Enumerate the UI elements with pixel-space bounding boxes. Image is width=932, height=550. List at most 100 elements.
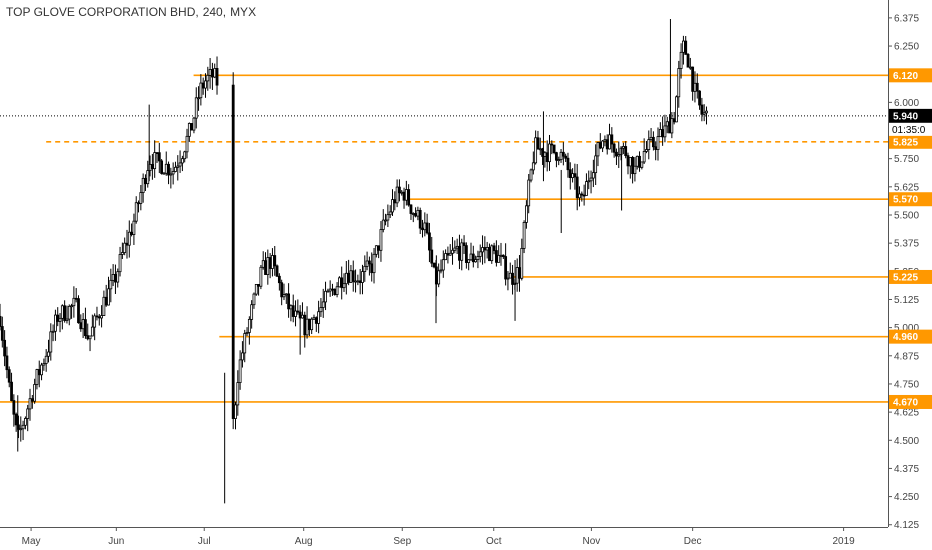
- candle-body: [515, 267, 519, 284]
- candle-body: [37, 369, 41, 376]
- candle-body: [3, 339, 7, 357]
- candle-body: [508, 272, 512, 279]
- y-tick-label: 6.250: [894, 42, 919, 53]
- support-resistance-lines: [0, 74, 888, 403]
- candle-body: [358, 280, 362, 283]
- candle-body: [428, 232, 431, 251]
- candle-body: [236, 382, 240, 406]
- candle-body: [84, 319, 87, 337]
- candle-body: [169, 173, 173, 176]
- candle-body: [448, 252, 452, 256]
- candle-body: [432, 262, 436, 268]
- x-tick-label: Aug: [295, 536, 313, 547]
- time-axis[interactable]: May Jun Jul Aug Sep Oct Nov Dec 2019: [0, 527, 888, 547]
- candle-body: [114, 274, 117, 283]
- y-tick-label: 4.375: [894, 464, 919, 475]
- candle-body: [520, 248, 524, 279]
- candle-body: [499, 254, 503, 257]
- candle-body: [464, 245, 468, 263]
- level-price-tag: [889, 192, 932, 207]
- candle-body: [307, 318, 311, 331]
- candle-body: [190, 123, 194, 131]
- candle-body: [407, 189, 411, 206]
- candle-body: [601, 140, 604, 149]
- candle-body: [88, 335, 92, 340]
- candle-body: [180, 158, 184, 164]
- candle-body: [425, 222, 429, 234]
- level-price-tag: [889, 329, 932, 344]
- candle-body: [199, 82, 203, 99]
- candle-body: [141, 177, 145, 193]
- candlestick-series: [0, 19, 708, 504]
- y-tick-label: 4.500: [894, 436, 919, 447]
- candle-body: [231, 84, 235, 419]
- candle-body: [74, 297, 78, 300]
- candle-body: [324, 290, 327, 303]
- candle-body: [321, 301, 325, 308]
- candle-body: [356, 280, 360, 283]
- candle-body: [661, 129, 665, 138]
- candle-body: [682, 40, 685, 53]
- candle-body: [67, 305, 71, 320]
- candle-body: [377, 245, 381, 251]
- candle-body: [118, 254, 122, 273]
- candle-body: [393, 199, 397, 204]
- candle-body: [453, 247, 457, 251]
- candle-body: [51, 330, 55, 333]
- candle-body: [446, 253, 450, 256]
- candle-body: [370, 263, 374, 274]
- candle-body: [26, 408, 30, 419]
- candle-body: [183, 151, 187, 160]
- candle-body: [691, 66, 695, 92]
- candle-body: [245, 332, 249, 334]
- candle-body: [559, 151, 563, 161]
- candle-body: [204, 80, 207, 89]
- candle-body: [386, 214, 390, 221]
- candle-body: [698, 90, 701, 106]
- candle-body: [571, 173, 574, 179]
- candle-body: [663, 125, 667, 138]
- candle-body: [492, 245, 496, 251]
- candle-body: [305, 318, 309, 336]
- candle-body: [107, 288, 110, 306]
- candle-body: [72, 297, 76, 307]
- candle-body: [612, 143, 616, 153]
- level-price-tag: [889, 394, 932, 409]
- candle-body: [303, 314, 307, 336]
- candle-body: [365, 260, 369, 267]
- y-tick-label: 6.375: [894, 13, 919, 24]
- candle-body: [266, 257, 270, 275]
- level-price-tag: [889, 134, 932, 149]
- y-tick-label: 6.000: [894, 98, 919, 109]
- candle-body: [268, 257, 272, 269]
- candle-body: [594, 155, 598, 174]
- candle-body: [284, 293, 288, 296]
- candle-body: [411, 213, 415, 215]
- candle-body: [363, 265, 367, 272]
- candle-body: [238, 359, 242, 383]
- level-price-tag: [889, 68, 932, 83]
- candle-body: [605, 139, 609, 150]
- candle-body: [215, 68, 219, 86]
- candle-body: [677, 68, 681, 98]
- candle-body: [176, 165, 180, 168]
- candle-body: [35, 369, 39, 385]
- candle-body: [368, 260, 371, 265]
- candle-body: [418, 209, 422, 229]
- candle-body: [100, 315, 103, 319]
- candle-body: [617, 154, 621, 157]
- candle-body: [670, 118, 674, 134]
- candle-body: [12, 400, 16, 415]
- candle-body: [608, 134, 611, 150]
- candle-body: [30, 398, 34, 402]
- candle-body: [259, 266, 263, 287]
- candle-body: [277, 275, 281, 284]
- candle-body: [642, 151, 646, 163]
- candle-body: [469, 253, 473, 261]
- candle-body: [511, 272, 514, 285]
- candle-body: [160, 160, 164, 174]
- candle-body: [211, 69, 214, 78]
- candle-body: [372, 253, 376, 274]
- candle-body: [81, 319, 85, 330]
